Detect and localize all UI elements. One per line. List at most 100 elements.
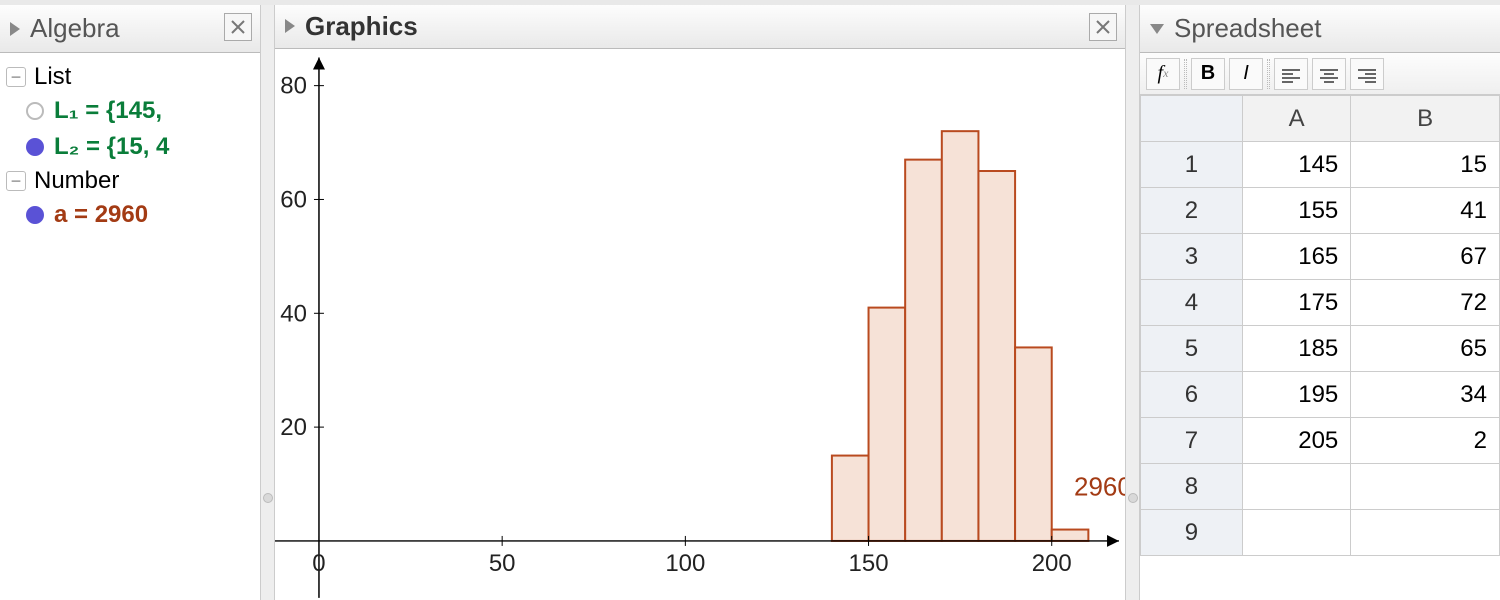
y-tick-label: 20 <box>280 414 307 441</box>
cell[interactable]: 15 <box>1351 142 1500 188</box>
bold-label: B <box>1201 62 1215 85</box>
row-header[interactable]: 9 <box>1141 510 1243 556</box>
align-right-icon <box>1358 67 1376 81</box>
cell[interactable]: 145 <box>1242 142 1350 188</box>
row-header[interactable]: 3 <box>1141 234 1243 280</box>
fx-sub: x <box>1163 66 1168 81</box>
algebra-title: Algebra <box>30 13 120 44</box>
table-row: 72052 <box>1141 418 1500 464</box>
fx-button[interactable]: fx <box>1146 58 1180 90</box>
table-row: 9 <box>1141 510 1500 556</box>
group-toggle-icon[interactable]: − <box>6 67 26 87</box>
annotation-label: 2960 <box>1074 471 1125 501</box>
cell[interactable] <box>1242 510 1350 556</box>
cell[interactable]: 67 <box>1351 234 1500 280</box>
spreadsheet-title: Spreadsheet <box>1174 13 1321 44</box>
y-tick-label: 80 <box>280 72 307 99</box>
row-header[interactable]: 1 <box>1141 142 1243 188</box>
spreadsheet-table: AB11451521554131656741757251856561953472… <box>1140 95 1500 556</box>
column-header[interactable]: B <box>1351 96 1500 142</box>
algebra-item[interactable]: a = 2960 <box>6 197 254 233</box>
collapse-icon[interactable] <box>285 19 295 33</box>
x-tick-label: 0 <box>312 550 325 577</box>
cell[interactable]: 185 <box>1242 326 1350 372</box>
algebra-body: −ListL₁ = {145,L₂ = {15, 4−Numbera = 296… <box>0 53 260 600</box>
row-header[interactable]: 5 <box>1141 326 1243 372</box>
align-right-button[interactable] <box>1350 58 1384 90</box>
graphics-canvas[interactable]: 050100150200204060802960 <box>275 49 1125 600</box>
visibility-dot-icon[interactable] <box>26 206 44 224</box>
align-center-button[interactable] <box>1312 58 1346 90</box>
toolbar-separator <box>1184 59 1187 89</box>
column-header[interactable]: A <box>1242 96 1350 142</box>
y-axis-arrow-icon <box>313 57 325 69</box>
row-header[interactable]: 2 <box>1141 188 1243 234</box>
row-header[interactable]: 6 <box>1141 372 1243 418</box>
graphics-close-button[interactable] <box>1089 13 1117 41</box>
algebra-group[interactable]: −Number <box>6 165 254 197</box>
algebra-group[interactable]: −List <box>6 61 254 93</box>
cell[interactable] <box>1351 510 1500 556</box>
cell[interactable]: 72 <box>1351 280 1500 326</box>
table-row: 215541 <box>1141 188 1500 234</box>
group-toggle-icon[interactable]: − <box>6 171 26 191</box>
histogram-bar <box>832 455 869 540</box>
algebra-close-button[interactable] <box>224 13 252 41</box>
italic-button[interactable]: I <box>1229 58 1263 90</box>
spreadsheet-grid[interactable]: AB11451521554131656741757251856561953472… <box>1140 95 1500 600</box>
group-label: Number <box>34 167 119 195</box>
align-left-button[interactable] <box>1274 58 1308 90</box>
row-header[interactable]: 8 <box>1141 464 1243 510</box>
cell[interactable]: 41 <box>1351 188 1500 234</box>
cell[interactable]: 195 <box>1242 372 1350 418</box>
algebra-item[interactable]: L₁ = {145, <box>6 93 254 129</box>
align-left-icon <box>1282 67 1300 81</box>
algebra-item[interactable]: L₂ = {15, 4 <box>6 129 254 165</box>
bold-button[interactable]: B <box>1191 58 1225 90</box>
app-root: Algebra −ListL₁ = {145,L₂ = {15, 4−Numbe… <box>0 0 1500 600</box>
table-row: 316567 <box>1141 234 1500 280</box>
histogram-bar <box>978 171 1015 541</box>
splitter-right[interactable] <box>1126 5 1140 600</box>
cell[interactable]: 65 <box>1351 326 1500 372</box>
plot-svg: 050100150200204060802960 <box>275 49 1125 600</box>
spreadsheet-header[interactable]: Spreadsheet <box>1140 5 1500 53</box>
collapse-icon[interactable] <box>10 22 20 36</box>
sheet-corner[interactable] <box>1141 96 1243 142</box>
cell[interactable]: 205 <box>1242 418 1350 464</box>
cell[interactable]: 175 <box>1242 280 1350 326</box>
table-row: 8 <box>1141 464 1500 510</box>
table-row: 417572 <box>1141 280 1500 326</box>
cell[interactable] <box>1242 464 1350 510</box>
algebra-item-label: a = 2960 <box>54 201 148 229</box>
cell[interactable]: 2 <box>1351 418 1500 464</box>
row-header[interactable]: 7 <box>1141 418 1243 464</box>
visibility-dot-icon[interactable] <box>26 102 44 120</box>
align-center-icon <box>1320 67 1338 81</box>
expand-icon[interactable] <box>1150 24 1164 34</box>
x-tick-label: 100 <box>665 550 705 577</box>
cell[interactable] <box>1351 464 1500 510</box>
group-label: List <box>34 63 71 91</box>
cell[interactable]: 165 <box>1242 234 1350 280</box>
table-row: 619534 <box>1141 372 1500 418</box>
histogram-bar <box>1015 347 1052 541</box>
histogram-bar <box>942 131 979 541</box>
algebra-item-label: L₂ = {15, 4 <box>54 133 169 161</box>
table-row: 114515 <box>1141 142 1500 188</box>
algebra-panel: Algebra −ListL₁ = {145,L₂ = {15, 4−Numbe… <box>0 5 261 600</box>
cell[interactable]: 155 <box>1242 188 1350 234</box>
spreadsheet-toolbar: fx B I <box>1140 53 1500 95</box>
x-tick-label: 150 <box>849 550 889 577</box>
graphics-panel: Graphics 050100150200204060802960 <box>275 5 1126 600</box>
graphics-title: Graphics <box>305 11 418 42</box>
splitter-left[interactable] <box>261 5 275 600</box>
cell[interactable]: 34 <box>1351 372 1500 418</box>
algebra-header[interactable]: Algebra <box>0 5 260 53</box>
histogram-bar <box>869 307 906 540</box>
table-row: 518565 <box>1141 326 1500 372</box>
visibility-dot-icon[interactable] <box>26 138 44 156</box>
row-header[interactable]: 4 <box>1141 280 1243 326</box>
graphics-header[interactable]: Graphics <box>275 5 1125 49</box>
x-tick-label: 200 <box>1032 550 1072 577</box>
